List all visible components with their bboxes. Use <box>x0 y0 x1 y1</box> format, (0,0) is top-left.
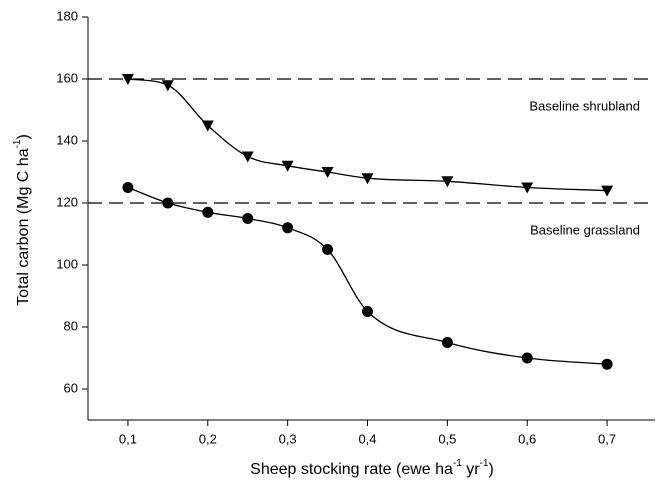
y-tick-label: 80 <box>64 318 78 333</box>
y-title-text: ) <box>15 134 32 139</box>
point <box>161 80 174 92</box>
y-title-text: Total carbon (Mg C ha <box>15 148 32 306</box>
y-tick-label: 160 <box>56 70 78 85</box>
point <box>281 160 294 172</box>
x-title-sup: -1 <box>480 458 489 469</box>
baseline-label: Baseline grassland <box>530 222 640 237</box>
point <box>241 151 254 163</box>
x-tick-label: 0,4 <box>358 431 376 446</box>
point <box>242 213 254 224</box>
x-axis-title: Sheep stocking rate (ewe ha-1 yr-1) <box>250 458 494 479</box>
point <box>202 206 214 218</box>
point <box>601 185 614 197</box>
x-tick-label: 0,2 <box>199 431 217 446</box>
series-line <box>127 186 608 365</box>
point <box>162 197 174 209</box>
x-title-text: ) <box>489 461 494 478</box>
x-title-sup: -1 <box>453 458 462 469</box>
x-tick-label: 0,1 <box>119 431 137 446</box>
y-title-sup: -1 <box>12 139 23 148</box>
point <box>121 74 134 85</box>
point <box>282 222 294 234</box>
point <box>122 182 134 193</box>
x-tick-label: 0,7 <box>598 431 616 446</box>
point <box>601 358 613 370</box>
baseline-label: Baseline shrubland <box>529 98 640 113</box>
point <box>321 167 334 178</box>
point <box>521 182 534 194</box>
x-tick-label: 0,5 <box>438 431 456 446</box>
x-title-text: Sheep stocking rate (ewe ha <box>250 461 453 478</box>
point <box>441 337 453 348</box>
point <box>362 306 374 317</box>
point <box>361 173 374 185</box>
x-title-text: yr <box>462 461 480 478</box>
y-tick-label: 60 <box>64 380 78 395</box>
point <box>201 120 214 132</box>
y-tick-label: 120 <box>56 194 78 209</box>
y-tick-label: 140 <box>56 132 78 147</box>
point <box>521 352 533 364</box>
point <box>441 176 454 188</box>
y-tick-label: 180 <box>56 8 78 23</box>
y-tick-label: 100 <box>56 256 78 271</box>
point <box>322 244 334 255</box>
x-tick-label: 0,3 <box>279 431 297 446</box>
series-line <box>127 78 608 192</box>
y-axis-title: Total carbon (Mg C ha-1) <box>12 134 33 306</box>
x-tick-label: 0,6 <box>518 431 536 446</box>
